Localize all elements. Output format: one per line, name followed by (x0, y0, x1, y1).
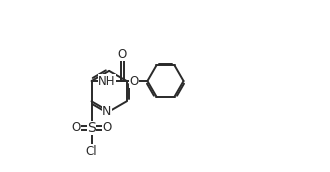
Text: O: O (71, 121, 80, 135)
Text: O: O (118, 48, 127, 61)
Text: S: S (87, 121, 96, 135)
Text: Cl: Cl (86, 145, 97, 158)
Text: N: N (102, 105, 112, 118)
Text: NH: NH (98, 74, 115, 88)
Text: O: O (130, 74, 139, 88)
Text: O: O (103, 121, 112, 135)
